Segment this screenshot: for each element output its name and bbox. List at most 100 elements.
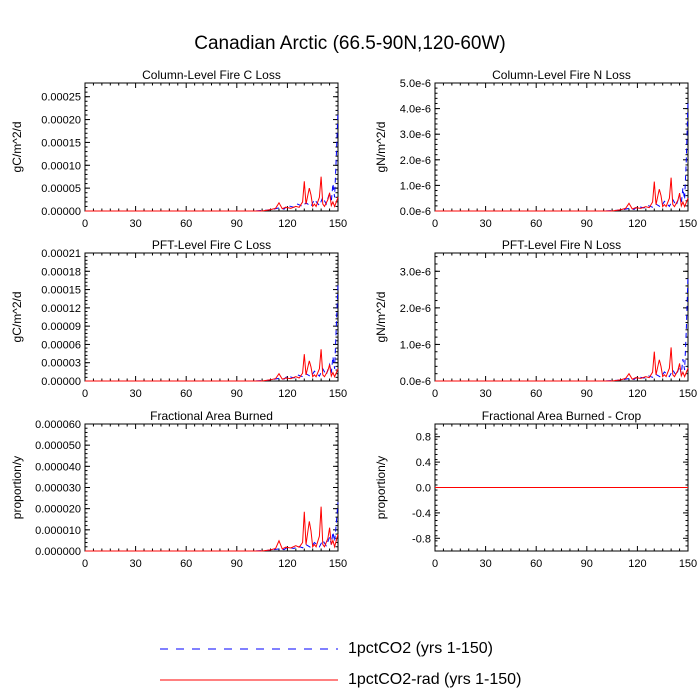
chart-panel: Fractional Area Burned - Crop 0 30 60 90 120 1…	[374, 409, 697, 570]
x-tick-label: 30	[129, 388, 141, 400]
x-tick-label: 30	[479, 558, 491, 570]
series-line-1pctco2	[435, 274, 689, 382]
plot-frame	[434, 252, 689, 382]
series-line-1pctco2-rad	[85, 349, 339, 382]
x-tick-label: 0	[82, 388, 88, 400]
chart-title: Fractional Area Burned - Crop	[482, 409, 642, 423]
x-tick-label: 90	[581, 218, 593, 230]
y-tick-label: 0.00000	[41, 206, 81, 218]
chart-title: Fractional Area Burned	[150, 409, 273, 423]
chart-panel: Column-Level Fire C Loss 0 30 60 90 120 150 0.0…	[10, 68, 347, 230]
series-line-1pctco2-rad	[85, 506, 339, 552]
y-tick-label: 0.000060	[35, 419, 81, 431]
y-tick-label: 0.000040	[35, 461, 81, 473]
y-tick-label: 0.00025	[41, 92, 81, 104]
x-tick-label: 120	[628, 558, 646, 570]
legend-label: 1pctCO2-rad (yrs 1-150)	[348, 671, 522, 688]
y-tick-label: 0.0e-6	[400, 206, 431, 218]
y-tick-label: 3.0e-6	[400, 129, 431, 141]
y-tick-label: 0.00012	[41, 303, 81, 315]
series-line-1pctco2	[85, 110, 339, 212]
chart-panel: Column-Level Fire N Loss 0 30 60 90 120 150 0.0…	[374, 68, 697, 230]
x-tick-label: 120	[278, 558, 296, 570]
x-tick-label: 30	[479, 218, 491, 230]
x-tick-label: 90	[581, 388, 593, 400]
x-tick-label: 150	[679, 218, 697, 230]
y-axis-label: gC/m^2/d	[10, 292, 24, 343]
legend-item-1pctco2-rad: 1pctCO2-rad (yrs 1-150)	[160, 668, 521, 692]
x-tick-label: 60	[530, 218, 542, 230]
x-tick-label: 0	[432, 558, 438, 570]
legend-swatch-solid	[160, 679, 338, 681]
y-tick-label: 0.8	[416, 432, 431, 444]
page-title: Canadian Arctic (66.5-90N,120-60W)	[194, 33, 506, 54]
series-line-1pctco2-rad	[85, 176, 339, 212]
plot-frame	[84, 252, 339, 382]
chart-title: Column-Level Fire N Loss	[492, 68, 631, 82]
x-tick-label: 30	[479, 388, 491, 400]
y-axis-label: proportion/y	[374, 456, 388, 519]
x-tick-label: 150	[679, 558, 697, 570]
plot-frame	[84, 423, 339, 552]
y-tick-label: 0.00015	[41, 285, 81, 297]
x-tick-label: 0	[82, 218, 88, 230]
x-tick-label: 90	[231, 558, 243, 570]
x-tick-label: 150	[679, 388, 697, 400]
y-tick-label: 0.00006	[41, 339, 81, 351]
x-tick-label: 0	[432, 218, 438, 230]
y-tick-label: 0.00021	[41, 248, 81, 260]
y-tick-label: 0.00015	[41, 137, 81, 149]
chart-grid: Column-Level Fire C Loss 0 30 60 90 120 150 0.0…	[10, 68, 697, 570]
y-axis-label: proportion/y	[10, 456, 24, 519]
y-tick-label: 0.000010	[35, 525, 81, 537]
x-tick-label: 150	[329, 218, 347, 230]
y-tick-label: 0.00010	[41, 160, 81, 172]
x-tick-label: 30	[129, 218, 141, 230]
y-tick-label: 2.0e-6	[400, 303, 431, 315]
y-tick-label: -0.4	[412, 508, 431, 520]
series-line-1pctco2	[85, 502, 339, 552]
x-tick-label: 0	[432, 388, 438, 400]
legend-label: 1pctCO2 (yrs 1-150)	[348, 640, 493, 657]
y-tick-label: 0.00020	[41, 115, 81, 127]
legend-item-1pctco2: 1pctCO2 (yrs 1-150)	[160, 637, 493, 661]
x-tick-label: 90	[231, 388, 243, 400]
y-tick-label: 0.000050	[35, 440, 81, 452]
series-line-1pctco2-rad	[435, 347, 689, 382]
y-tick-label: 0.00000	[41, 376, 81, 388]
x-tick-label: 120	[628, 218, 646, 230]
x-tick-label: 120	[628, 388, 646, 400]
y-tick-label: 0.00009	[41, 321, 81, 333]
series-line-1pctco2	[85, 283, 339, 382]
y-tick-label: 0.00018	[41, 266, 81, 278]
y-tick-label: 4.0e-6	[400, 104, 431, 116]
plot-frame	[434, 82, 689, 212]
x-tick-label: 150	[329, 388, 347, 400]
x-tick-label: 60	[180, 218, 192, 230]
y-tick-label: 1.0e-6	[400, 339, 431, 351]
y-tick-label: 0.0e-6	[400, 376, 431, 388]
y-tick-label: -0.8	[412, 533, 431, 545]
x-tick-label: 120	[278, 388, 296, 400]
plot-frame	[84, 82, 339, 212]
x-tick-label: 90	[231, 218, 243, 230]
y-tick-label: 0.0	[416, 483, 431, 495]
x-tick-label: 120	[278, 218, 296, 230]
y-axis-label: gC/m^2/d	[10, 122, 24, 173]
y-tick-label: 0.00003	[41, 358, 81, 370]
y-tick-label: 3.0e-6	[400, 266, 431, 278]
y-tick-label: 2.0e-6	[400, 155, 431, 167]
y-tick-label: 0.000020	[35, 504, 81, 516]
x-tick-label: 90	[581, 558, 593, 570]
y-axis-label: gN/m^2/d	[374, 292, 388, 343]
x-tick-label: 150	[329, 558, 347, 570]
chart-panel: Fractional Area Burned 0 30 60 90 120 150 0.000…	[10, 409, 347, 570]
y-tick-label: 0.00005	[41, 183, 81, 195]
x-tick-label: 30	[129, 558, 141, 570]
chart-title: PFT-Level Fire C Loss	[152, 238, 271, 252]
legend-swatch-dashed	[160, 648, 338, 650]
y-tick-label: 5.0e-6	[400, 78, 431, 90]
y-axis-label: gN/m^2/d	[374, 122, 388, 173]
series-line-1pctco2	[435, 100, 689, 212]
chart-title: PFT-Level Fire N Loss	[502, 238, 621, 252]
